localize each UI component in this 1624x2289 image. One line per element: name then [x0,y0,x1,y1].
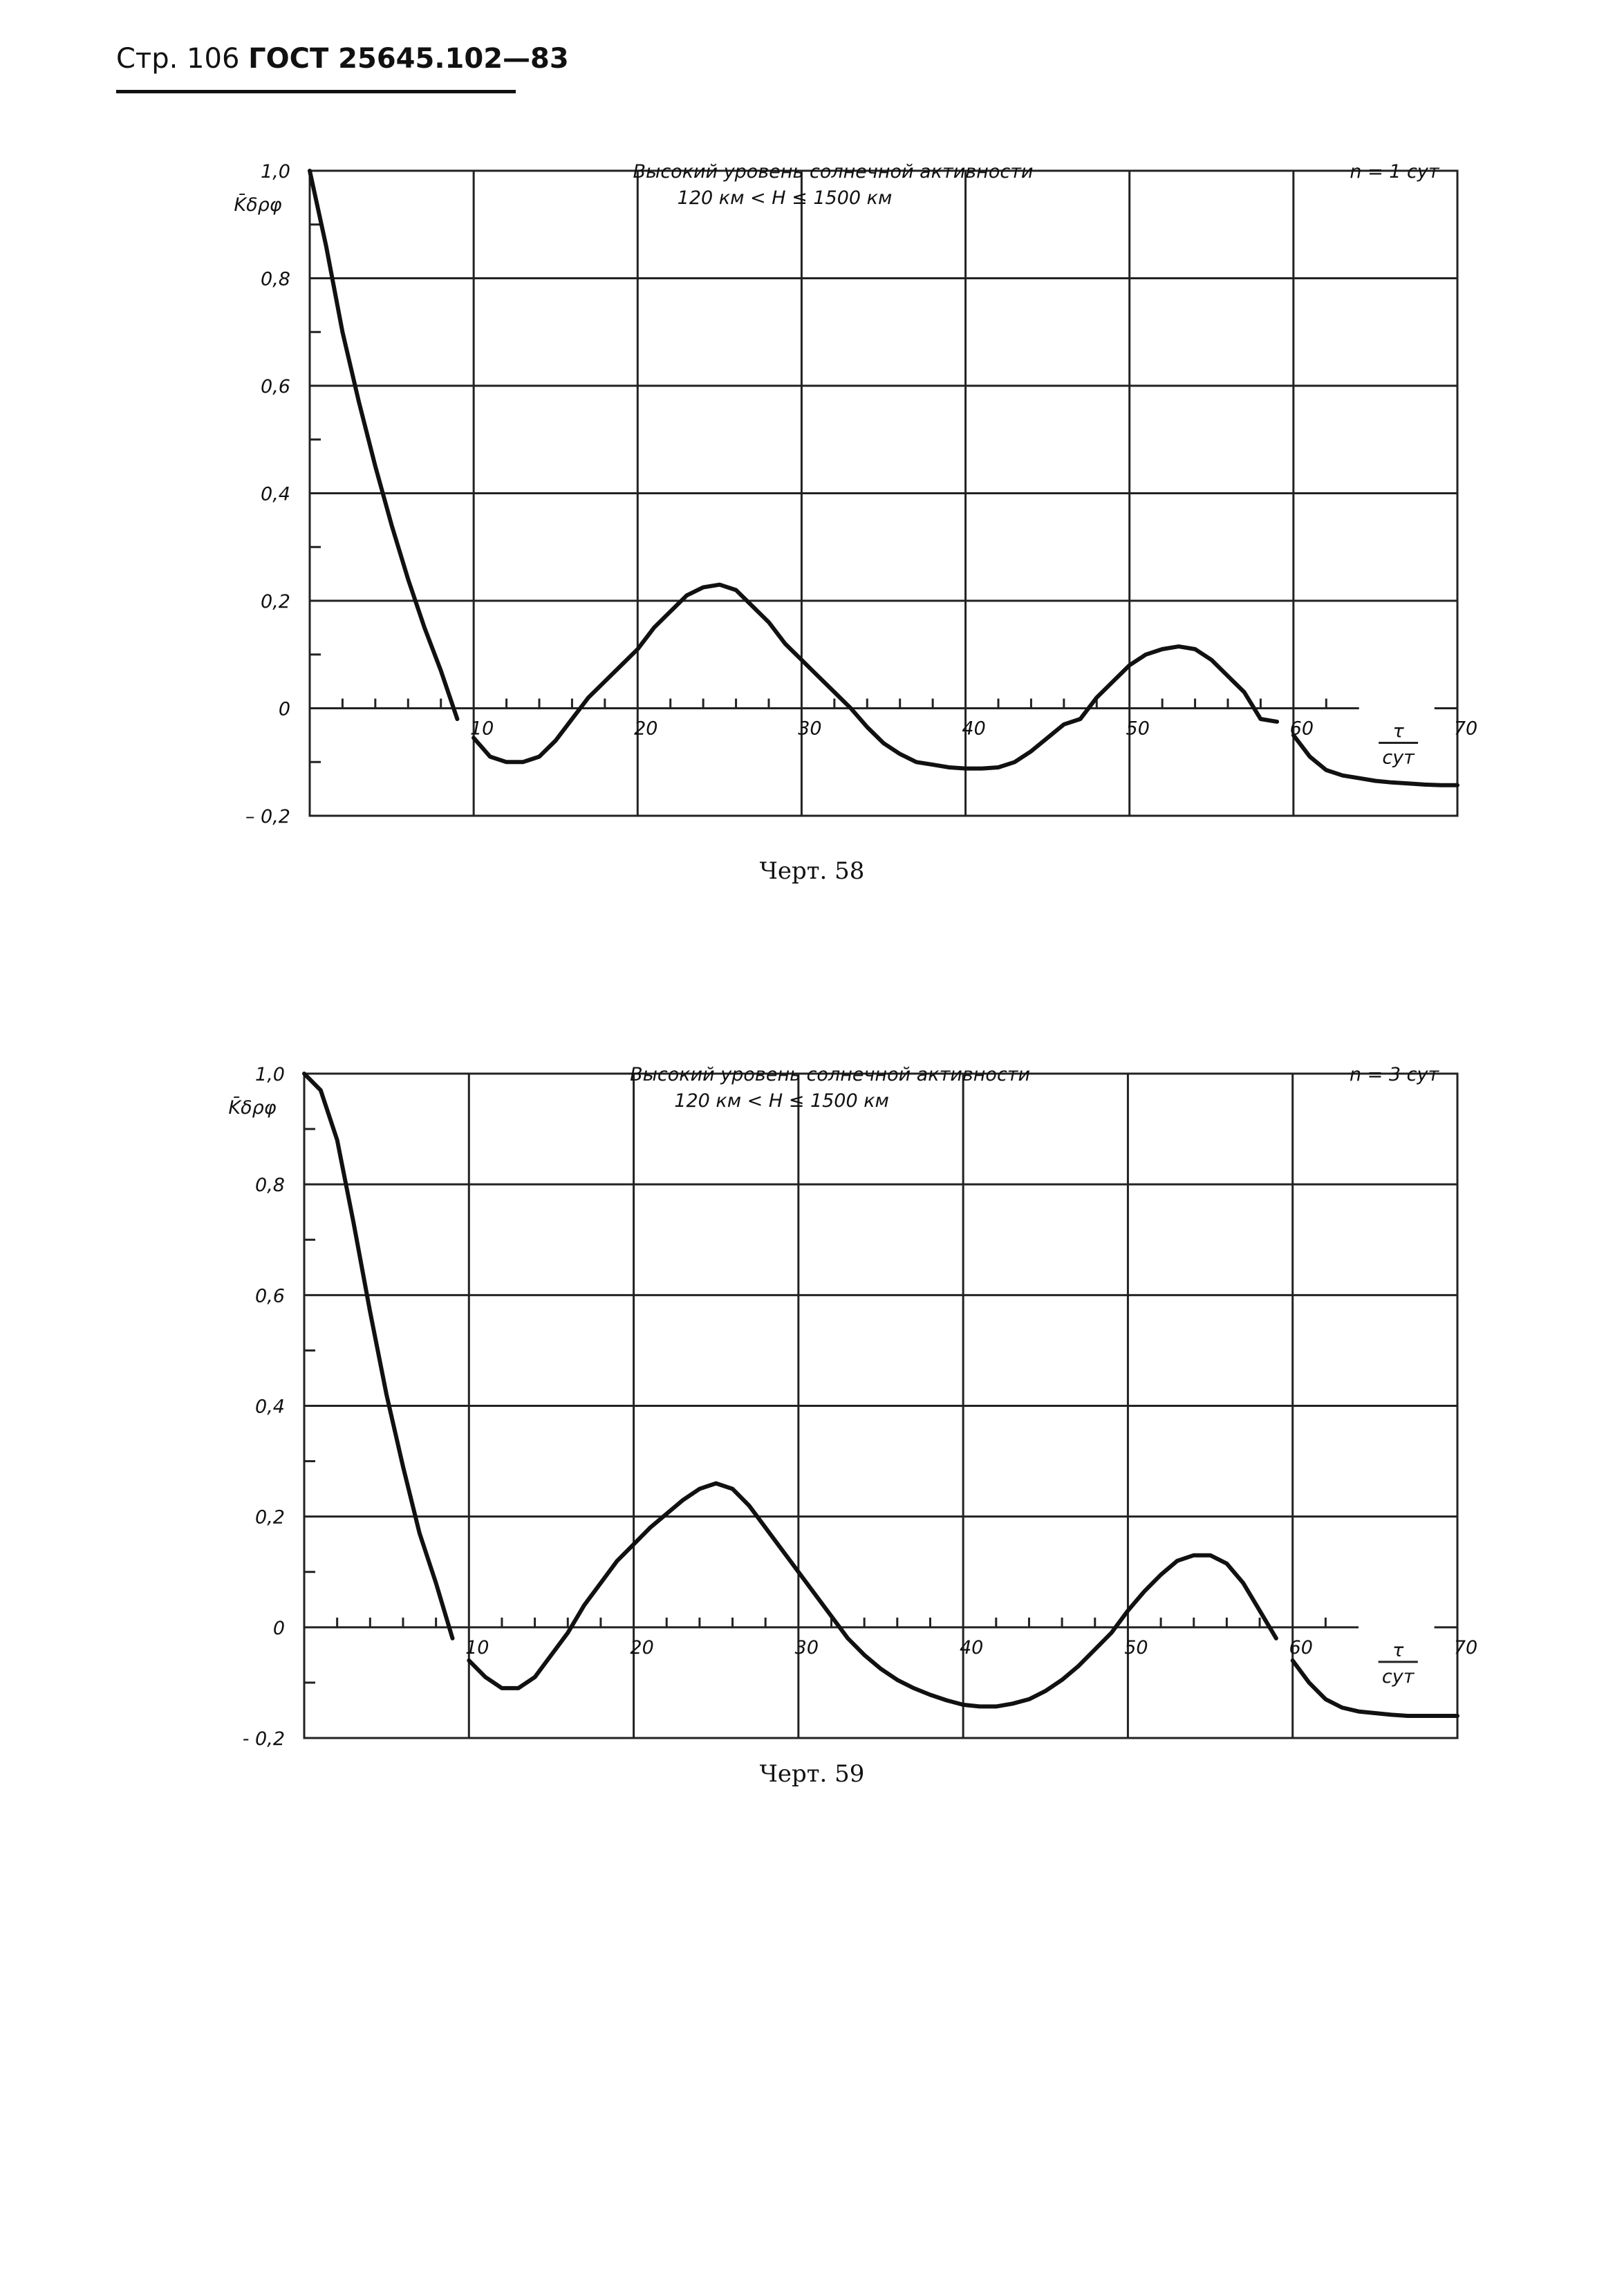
y-tick-label: 1,0 [261,161,290,183]
header-rule [116,90,516,93]
y-tick-label: 0,6 [261,376,290,398]
y-tick-label: 0,6 [255,1285,285,1307]
x-tick-label: 60 [1289,1637,1313,1659]
data-curve [467,1481,1278,1709]
chart-subtitle: 120 км < H ≤ 1500 км [678,187,893,209]
x-tick-label: 20 [634,718,657,740]
grid [308,169,1459,817]
x-axis-label-num: τ [1392,1640,1404,1661]
y-tick-label: 0 [279,699,290,720]
x-tick-label: 10 [465,1637,489,1659]
chart-59-caption: Черт. 59 [759,1760,865,1788]
x-tick-label: 70 [1454,1637,1477,1659]
x-axis-label-num: τ [1392,721,1404,742]
y-tick-label: - 0,2 [243,1728,285,1750]
legend-n: n = 1 сут [1350,161,1439,183]
page-number: Стр. 106 [116,43,240,75]
standard-code: ГОСТ 25645.102—83 [248,43,569,75]
chart-58-caption: Черт. 58 [759,857,865,885]
x-tick-label: 50 [1124,1637,1148,1659]
x-tick-label: 40 [960,1637,983,1659]
x-tick-label: 70 [1454,718,1477,740]
page-header: Стр. 106 ГОСТ 25645.102—83 [116,43,569,93]
grid [303,1072,1459,1739]
chart-59: Высокий уровень солнечной активности 120 … [228,1064,1477,1750]
x-axis-label-den: сут [1382,747,1415,769]
x-tick-label: 10 [470,718,494,740]
data-curve [1290,1658,1459,1718]
y-tick-label: 0,4 [261,484,290,505]
chart-title: Высокий уровень солнечной активности [630,1064,1030,1085]
y-tick-label: 0,2 [255,1507,285,1529]
y-axis-label: K̄δρφ [234,194,281,216]
legend-n: n = 3 сут [1350,1064,1439,1085]
x-tick-label: 20 [630,1637,653,1659]
y-tick-label: 0,8 [261,269,290,290]
x-tick-label: 50 [1126,718,1150,740]
data-curve [1291,733,1459,787]
chart-title: Высокий уровень солнечной активности [633,161,1034,183]
y-tick-label: – 0,2 [245,806,290,828]
y-tick-label: 0,4 [255,1396,285,1418]
x-tick-label: 40 [962,718,985,740]
x-tick-label: 30 [795,1637,819,1659]
x-axis-label-den: сут [1382,1666,1415,1688]
data-curve [302,1072,455,1641]
header-line: Стр. 106 ГОСТ 25645.102—83 [116,43,569,75]
data-curve [308,169,460,721]
y-tick-label: 1,0 [255,1064,285,1085]
x-tick-label: 30 [798,718,821,740]
data-curve [472,582,1280,771]
y-tick-label: 0,2 [261,591,290,613]
chart-58: Высокий уровень солнечной активности 120 … [234,161,1477,828]
y-axis-label: K̄δρφ [228,1096,276,1119]
y-tick-label: 0 [273,1618,285,1639]
y-tick-label: 0,8 [255,1175,285,1196]
chart-subtitle: 120 км < H ≤ 1500 км [674,1090,889,1112]
